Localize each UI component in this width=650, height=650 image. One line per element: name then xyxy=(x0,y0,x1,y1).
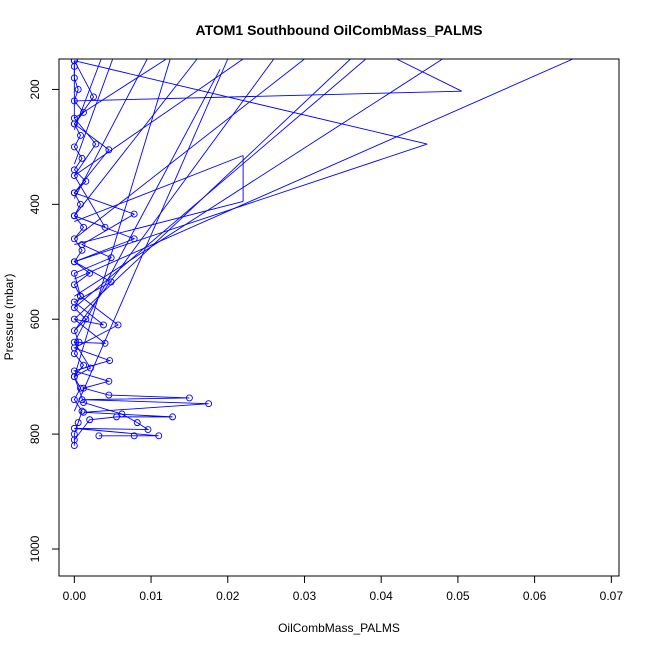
data-point xyxy=(70,338,78,346)
data-point xyxy=(155,432,163,440)
data-point xyxy=(70,114,78,122)
data-point xyxy=(70,315,78,323)
data-point xyxy=(144,426,152,433)
data-point xyxy=(70,258,78,266)
data-point xyxy=(70,396,78,404)
series-segment xyxy=(74,155,244,222)
data-point xyxy=(107,254,115,262)
data-point xyxy=(105,146,113,154)
series-segment xyxy=(73,59,229,412)
x-tick-label: 0.00 xyxy=(63,589,87,603)
y-tick-label: 800 xyxy=(28,424,42,444)
x-axis: 0.00 0.01 0.02 0.03 0.04 0.05 0.06 0.07 xyxy=(63,576,624,603)
series-segment xyxy=(74,59,305,240)
data-point xyxy=(101,223,109,231)
y-tick-label: 1000 xyxy=(28,535,42,562)
data-point xyxy=(70,235,78,243)
data-point xyxy=(113,413,120,421)
x-tick-label: 0.04 xyxy=(370,589,394,603)
data-point xyxy=(130,210,138,218)
y-tick-label: 400 xyxy=(28,194,42,214)
data-point xyxy=(86,416,94,424)
data-point xyxy=(77,131,84,139)
x-tick-label: 0.05 xyxy=(446,589,470,603)
y-axis: 200 400 600 800 1000 xyxy=(28,79,59,562)
data-point xyxy=(70,436,78,444)
data-point xyxy=(105,391,113,399)
data-point xyxy=(95,432,103,440)
y-tick-label: 600 xyxy=(28,309,42,329)
series-segment xyxy=(74,143,428,263)
y-axis-label: Pressure (mbar) xyxy=(2,274,16,361)
data-point xyxy=(205,400,213,408)
data-point xyxy=(74,85,82,93)
data-point xyxy=(185,394,193,402)
series-segment xyxy=(74,201,244,245)
data-point xyxy=(70,269,78,277)
series-segment xyxy=(74,59,244,176)
x-tick-label: 0.01 xyxy=(139,589,163,603)
data-point xyxy=(130,432,138,440)
series-segment xyxy=(74,59,167,119)
data-point xyxy=(70,424,78,432)
data-point xyxy=(78,241,86,248)
data-point xyxy=(114,321,122,329)
data-point xyxy=(169,413,176,421)
x-tick-label: 0.06 xyxy=(523,589,547,603)
series-segment xyxy=(74,59,367,309)
series-segment xyxy=(73,59,275,331)
data-point xyxy=(70,143,78,151)
x-tick-label: 0.02 xyxy=(216,589,240,603)
data-point xyxy=(106,357,114,365)
data-point xyxy=(130,235,138,243)
data-point xyxy=(70,298,78,306)
y-tick-label: 200 xyxy=(28,79,42,99)
series-segment xyxy=(396,59,462,92)
data-point xyxy=(77,200,84,208)
data-point xyxy=(105,377,113,385)
data-point xyxy=(74,419,82,427)
series-line xyxy=(73,60,159,437)
series-segment xyxy=(73,59,114,165)
series-segment xyxy=(74,59,443,297)
data-point xyxy=(78,154,86,162)
data-point xyxy=(70,327,78,335)
x-tick-label: 0.03 xyxy=(293,589,317,603)
series-segment xyxy=(74,60,428,145)
data-point xyxy=(80,399,87,406)
data-point xyxy=(107,278,115,286)
series-line xyxy=(72,60,209,441)
data-point xyxy=(100,321,107,329)
series-segment xyxy=(74,90,462,102)
x-axis-label: OilCombMass_PALMS xyxy=(278,621,400,635)
data-point xyxy=(78,407,86,415)
data-point xyxy=(82,315,90,323)
series-segment xyxy=(74,59,574,280)
data-point xyxy=(87,364,94,372)
series-segment xyxy=(73,59,148,199)
data-point xyxy=(70,212,78,220)
data-point xyxy=(90,93,97,101)
series-group xyxy=(70,59,574,450)
series-segment xyxy=(74,59,351,320)
data-point xyxy=(92,140,100,148)
data-point xyxy=(80,108,87,116)
data-point xyxy=(70,373,78,381)
chart-title: ATOM1 Southbound OilCombMass_PALMS xyxy=(196,22,483,38)
data-point xyxy=(101,339,109,347)
x-tick-label: 0.07 xyxy=(600,589,624,603)
data-point xyxy=(70,189,78,197)
data-point xyxy=(133,419,141,427)
data-point xyxy=(80,384,87,392)
data-point xyxy=(70,172,78,180)
data-point xyxy=(118,410,126,418)
data-layer xyxy=(70,59,574,450)
data-point xyxy=(77,292,84,300)
plot-frame xyxy=(58,58,620,577)
series-segment xyxy=(73,59,171,377)
data-point xyxy=(80,408,87,416)
data-point xyxy=(70,59,78,65)
data-point xyxy=(80,223,87,231)
